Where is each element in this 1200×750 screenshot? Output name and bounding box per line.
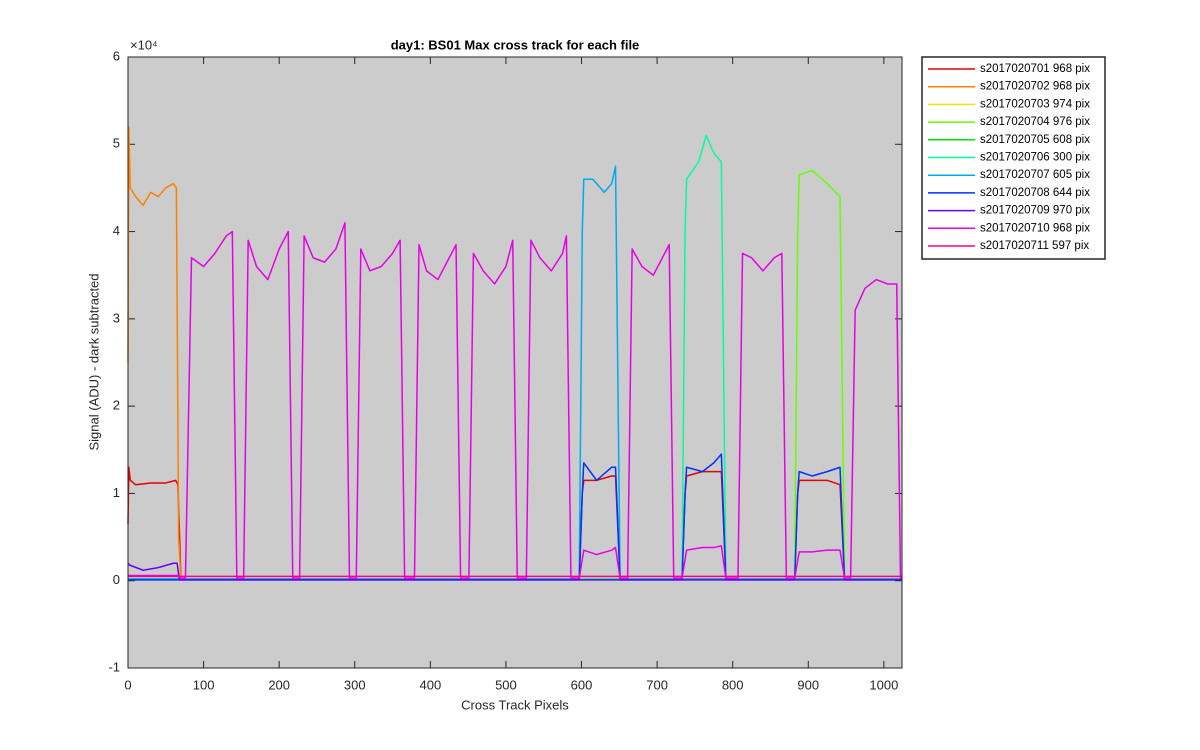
x-tick-label: 0 bbox=[124, 677, 131, 692]
x-tick-label: 600 bbox=[571, 677, 593, 692]
y-tick-label: 0 bbox=[113, 572, 120, 587]
x-tick-label: 700 bbox=[646, 677, 668, 692]
legend-label: s2017020710 968 pix bbox=[980, 222, 1090, 234]
x-axis-label: Cross Track Pixels bbox=[461, 697, 569, 712]
y-tick-label: 2 bbox=[113, 398, 120, 413]
axes-box bbox=[127, 56, 903, 669]
x-tick-label: 200 bbox=[268, 677, 290, 692]
y-exponent-label: ×10⁴ bbox=[130, 37, 158, 52]
series-line bbox=[128, 222, 902, 579]
legend-label: s2017020704 976 pix bbox=[980, 116, 1090, 128]
x-tick-label: 900 bbox=[797, 677, 819, 692]
legend-label: s2017020702 968 pix bbox=[980, 81, 1090, 93]
legend-label: s2017020705 608 pix bbox=[980, 134, 1090, 146]
legend-label: s2017020706 300 pix bbox=[980, 152, 1090, 164]
y-tick-label: 5 bbox=[113, 136, 120, 151]
series-line bbox=[127, 126, 902, 580]
x-tick-label: 300 bbox=[344, 677, 366, 692]
legend-label: s2017020703 974 pix bbox=[980, 98, 1090, 110]
y-tick-label: 3 bbox=[113, 310, 120, 325]
x-tick-label: 400 bbox=[419, 677, 441, 692]
x-tick-label: 1000 bbox=[869, 677, 898, 692]
x-tick-label: 800 bbox=[722, 677, 744, 692]
series-line bbox=[128, 165, 902, 580]
legend-label: s2017020701 968 pix bbox=[980, 63, 1090, 75]
y-tick-label: 6 bbox=[113, 48, 120, 63]
legend-label: s2017020707 605 pix bbox=[980, 169, 1090, 181]
series-line bbox=[128, 134, 902, 580]
legend-label: s2017020709 970 pix bbox=[980, 205, 1090, 217]
y-axis-label: Signal (ADU) - dark subtracted bbox=[86, 273, 101, 450]
legend-label: s2017020711 597 pix bbox=[980, 240, 1089, 252]
y-tick-label: 1 bbox=[113, 485, 120, 500]
x-tick-label: 500 bbox=[495, 677, 517, 692]
x-tick-label: 100 bbox=[193, 677, 215, 692]
series-line bbox=[128, 169, 902, 580]
chart-title: day1: BS01 Max cross track for each file bbox=[391, 37, 640, 52]
series-line bbox=[128, 453, 902, 581]
y-tick-label: -1 bbox=[108, 659, 120, 674]
y-tick-label: 4 bbox=[113, 223, 120, 238]
legend-label: s2017020708 644 pix bbox=[980, 187, 1090, 199]
